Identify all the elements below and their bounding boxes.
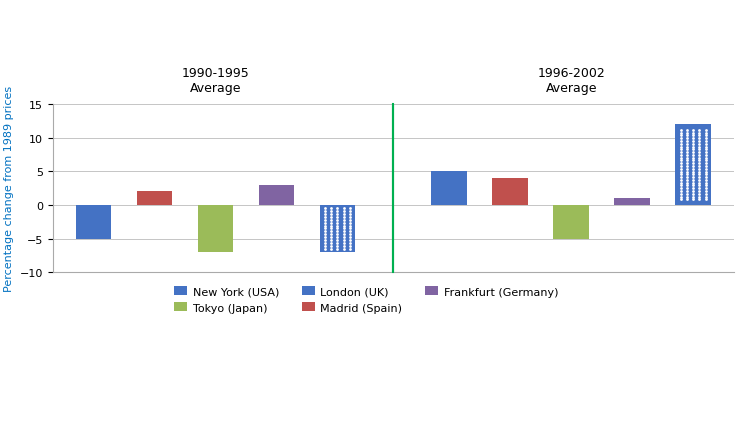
Y-axis label: Percentage change from 1989 prices: Percentage change from 1989 prices — [4, 86, 14, 292]
Bar — [198, 205, 233, 252]
Bar — [320, 205, 355, 252]
Bar — [615, 199, 650, 205]
Bar — [76, 205, 111, 239]
Bar — [492, 179, 528, 205]
Legend: New York (USA), Tokyo (Japan), London (UK), Madrid (Spain), Frankfurt (Germany): New York (USA), Tokyo (Japan), London (U… — [170, 282, 562, 317]
Bar — [432, 172, 467, 205]
Text: 1996-2002
Average: 1996-2002 Average — [537, 67, 605, 95]
Text: 1990-1995
Average: 1990-1995 Average — [182, 67, 249, 95]
Bar — [137, 192, 172, 205]
Bar — [554, 205, 589, 239]
Bar — [675, 125, 711, 205]
Bar — [258, 185, 294, 205]
